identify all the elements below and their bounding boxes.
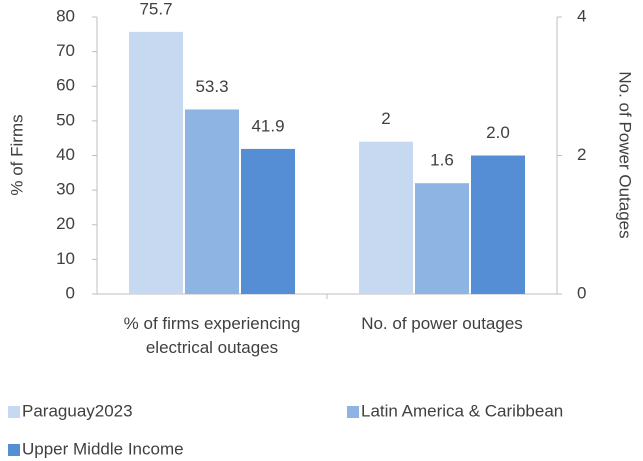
- y2-tick-label: 4: [577, 6, 586, 25]
- y-tick-label: 50: [56, 110, 75, 129]
- x-tick-label: % of firms experiencing electrical outag…: [123, 314, 301, 357]
- y2-tick-label: 0: [577, 283, 586, 302]
- bar: [129, 31, 183, 294]
- legend-label: Upper Middle Income: [22, 439, 184, 458]
- y-tick-label: 0: [66, 283, 75, 302]
- y-tick-label: 30: [56, 180, 75, 199]
- value-label: 2.0: [486, 123, 510, 142]
- legend-swatch: [8, 406, 20, 418]
- y2-axis-label: No. of Power Outages: [616, 71, 635, 238]
- y-tick-label: 40: [56, 145, 75, 164]
- y2-tick-label: 2: [577, 145, 586, 164]
- y-tick-label: 10: [56, 249, 75, 268]
- x-tick-label: No. of power outages: [361, 314, 523, 333]
- value-label: 75.7: [139, 0, 172, 18]
- y-tick-label: 60: [56, 76, 75, 95]
- value-label: 53.3: [195, 77, 228, 96]
- legend-label: Paraguay2023: [22, 401, 133, 420]
- bar: [415, 183, 469, 294]
- bar: [471, 155, 525, 294]
- bar: [241, 148, 295, 294]
- legend-swatch: [347, 406, 359, 418]
- y-tick-label: 20: [56, 214, 75, 233]
- value-label: 1.6: [430, 151, 454, 170]
- bar: [359, 141, 413, 294]
- y-tick-label: 80: [56, 6, 75, 25]
- legend-swatch: [8, 444, 20, 456]
- y-axis-label: % of Firms: [7, 114, 26, 195]
- bar: [185, 109, 239, 294]
- value-label: 41.9: [251, 116, 284, 135]
- y-tick-label: 70: [56, 41, 75, 60]
- value-label: 2: [381, 109, 390, 128]
- legend-label: Latin America & Caribbean: [361, 401, 563, 420]
